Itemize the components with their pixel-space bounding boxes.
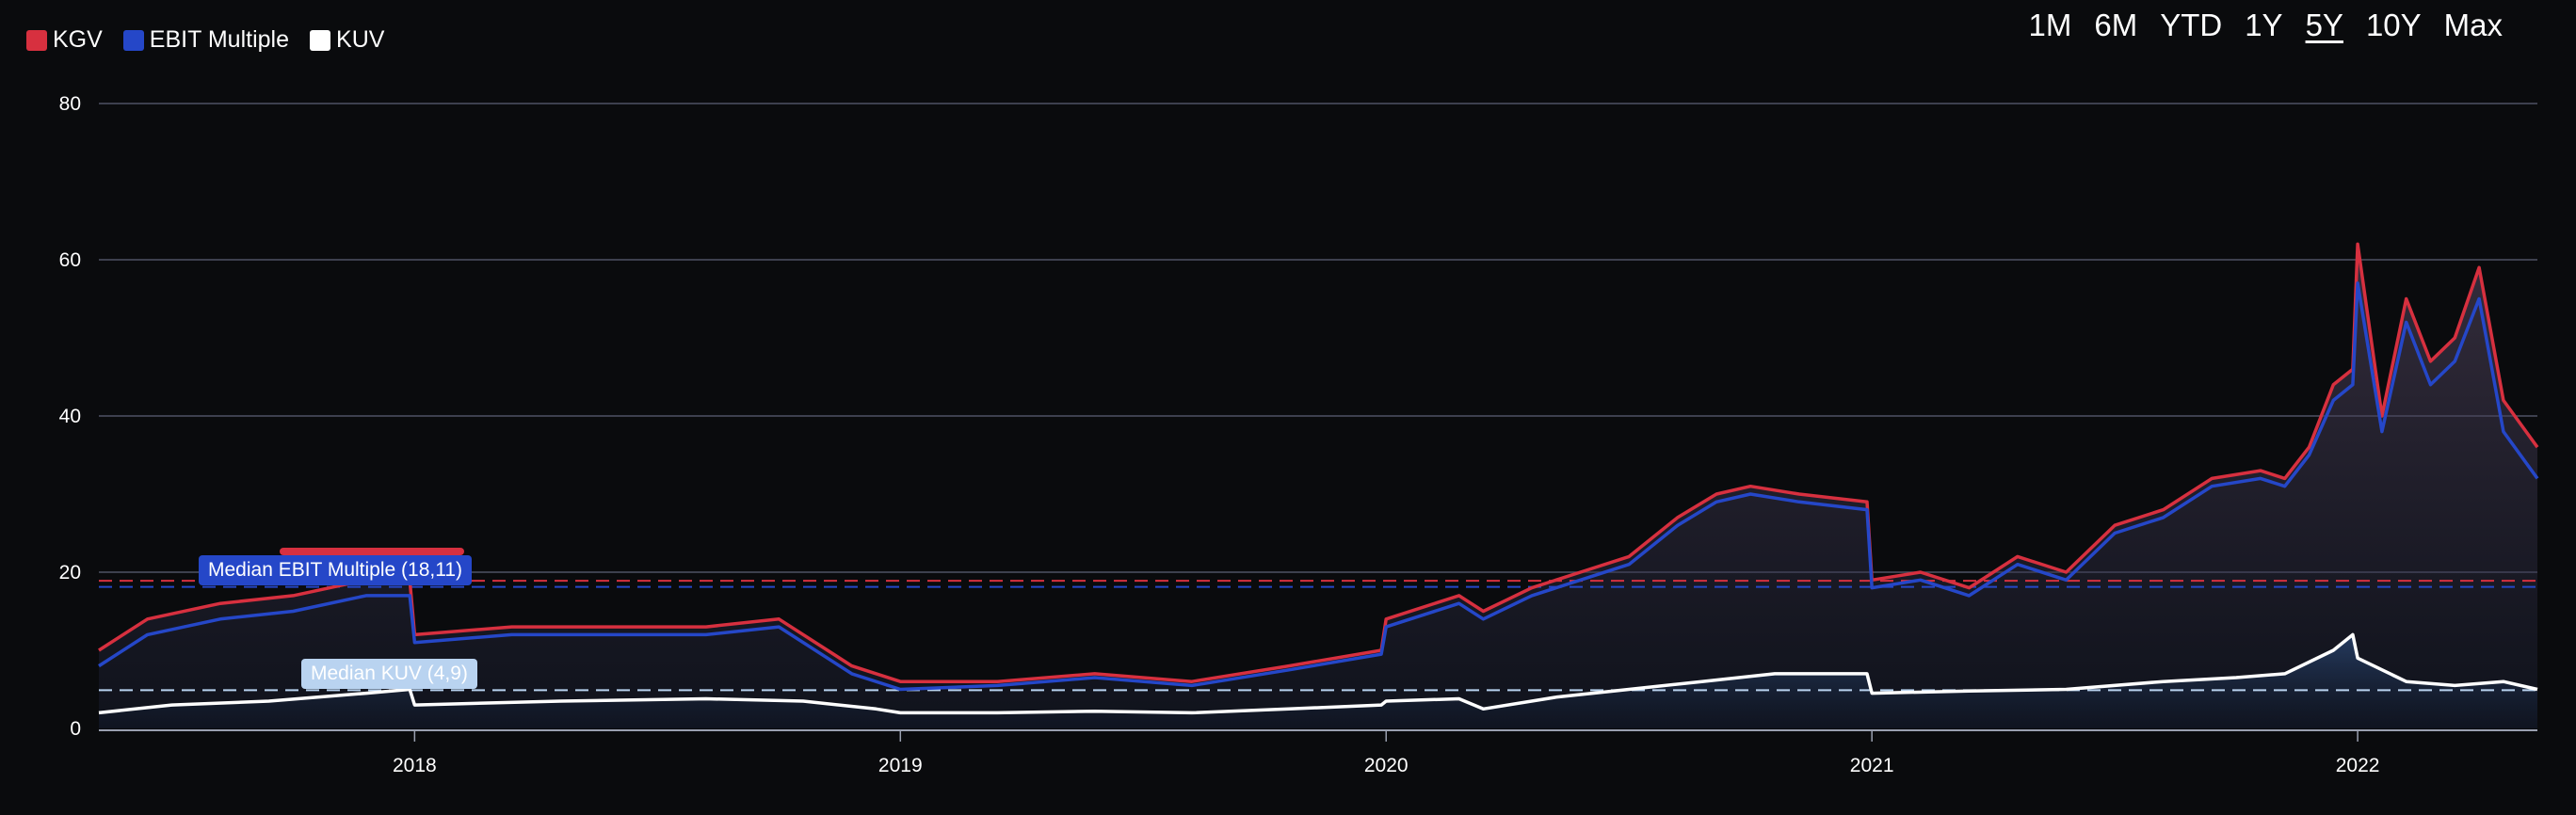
median-kuv-tag: Median KUV (4,9) bbox=[301, 659, 477, 689]
range-10y-button[interactable]: 10Y bbox=[2365, 8, 2422, 42]
range-max-button[interactable]: Max bbox=[2443, 8, 2503, 42]
range-ytd-button[interactable]: YTD bbox=[2160, 8, 2223, 42]
y-tick-label-40: 40 bbox=[59, 406, 81, 427]
series-line-kuv bbox=[98, 632, 2538, 715]
x-tick-label-2019: 2019 bbox=[878, 755, 923, 776]
axis-layer: 0 20 40 60 80 2018 2019 2020 2021 2022 bbox=[59, 93, 2537, 776]
legend-item-kuv[interactable]: KUV bbox=[310, 26, 384, 54]
legend-item-kgv[interactable]: KGV bbox=[26, 26, 103, 54]
y-tick-label-60: 60 bbox=[59, 249, 81, 271]
y-tick-label-80: 80 bbox=[59, 93, 81, 115]
x-tick-label-2020: 2020 bbox=[1364, 755, 1409, 776]
area-kuv bbox=[99, 634, 2537, 728]
legend-label-kuv: KUV bbox=[336, 26, 385, 53]
median-ebit-tag: Median EBIT Multiple (18,11) bbox=[199, 555, 473, 585]
series-lines bbox=[98, 242, 2539, 715]
legend-swatch-ebit bbox=[122, 29, 144, 51]
median-layer bbox=[99, 580, 2537, 692]
area-kgv bbox=[99, 244, 2537, 728]
grid-layer bbox=[99, 103, 2537, 573]
legend-swatch-kuv bbox=[310, 29, 331, 51]
area-layer bbox=[99, 244, 2537, 728]
x-tick-label-2018: 2018 bbox=[393, 755, 437, 776]
x-tick-label-2021: 2021 bbox=[1850, 755, 1894, 776]
legend-swatch-kgv bbox=[26, 29, 47, 51]
x-tick-label-2022: 2022 bbox=[2336, 755, 2380, 776]
range-6m-button[interactable]: 6M bbox=[2094, 8, 2138, 42]
series-line-ebit-multiple bbox=[98, 281, 2539, 692]
y-tick-label-20: 20 bbox=[59, 562, 81, 583]
range-1y-button[interactable]: 1Y bbox=[2245, 8, 2283, 42]
median-kgv-tag bbox=[280, 548, 464, 555]
legend-label-kgv: KGV bbox=[53, 26, 103, 53]
series-line-kgv bbox=[98, 242, 2539, 683]
legend-item-ebit[interactable]: EBIT Multiple bbox=[122, 26, 290, 54]
range-1m-button[interactable]: 1M bbox=[2028, 8, 2072, 42]
range-5y-button[interactable]: 5Y bbox=[2305, 8, 2343, 42]
time-range-selector: 1M 6M YTD 1Y 5Y 10Y Max bbox=[2029, 8, 2504, 43]
legend-label-ebit: EBIT Multiple bbox=[149, 26, 290, 53]
y-tick-label-0: 0 bbox=[70, 718, 81, 740]
chart-legend: KGV EBIT Multiple KUV bbox=[26, 26, 384, 54]
